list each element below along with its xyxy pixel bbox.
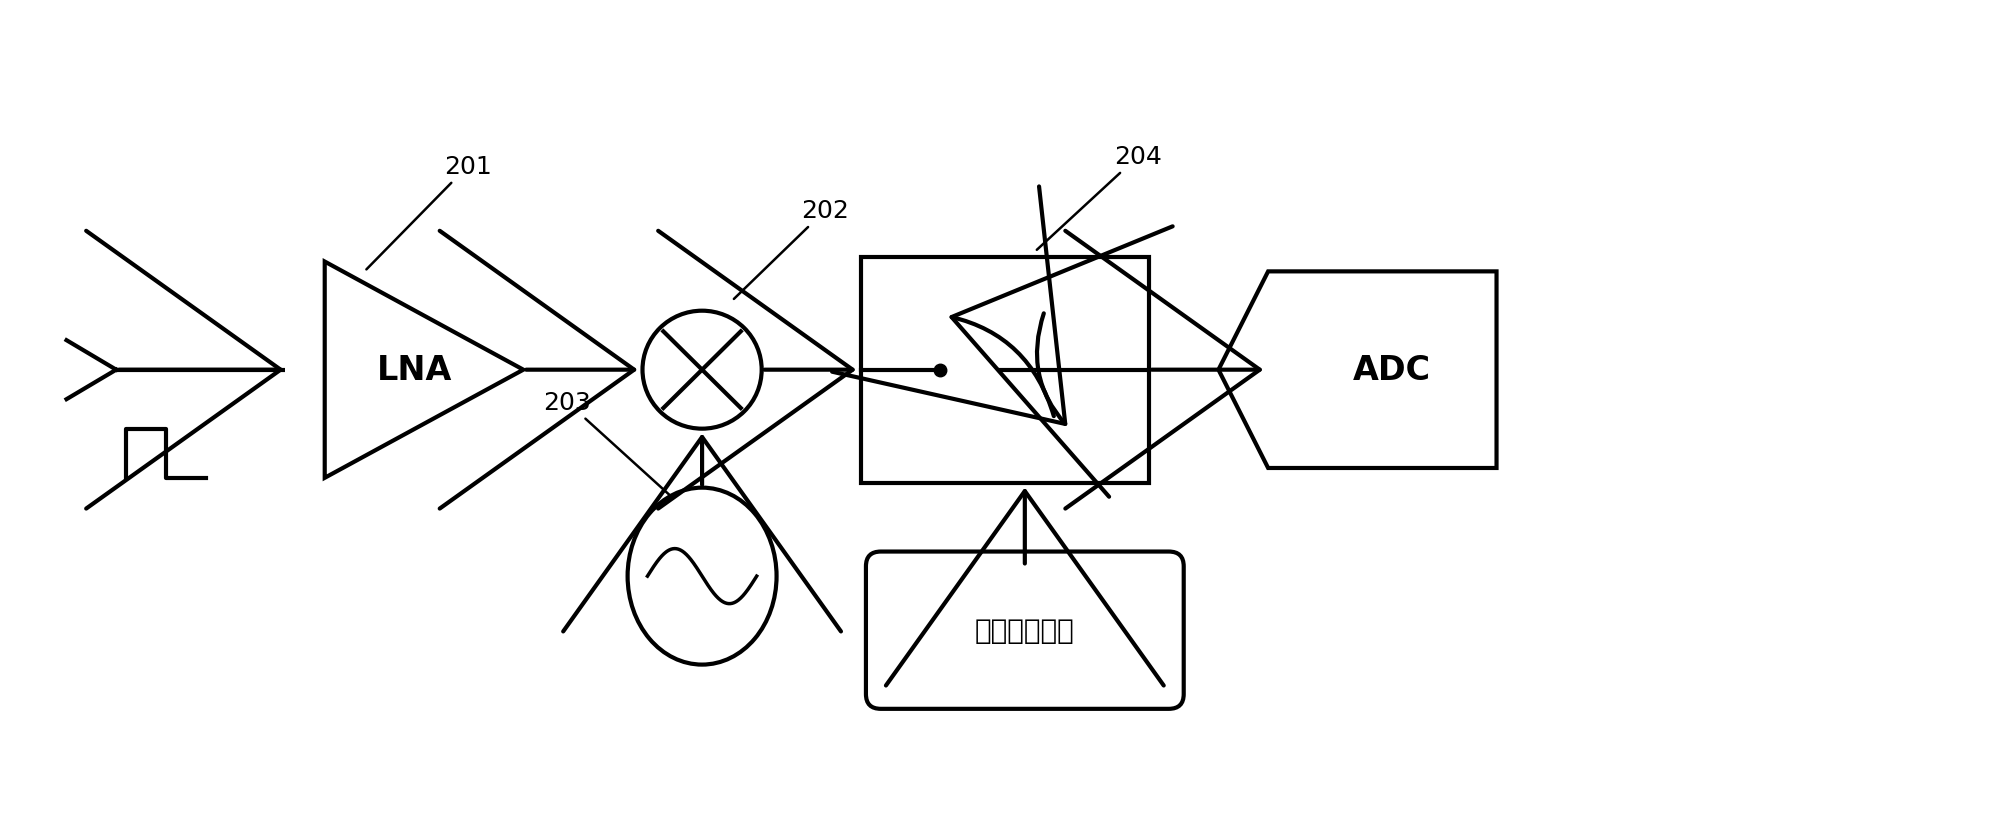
- Text: 203: 203: [544, 391, 670, 496]
- Text: 脉冲基带信号: 脉冲基带信号: [974, 617, 1074, 645]
- Text: ADC: ADC: [1354, 354, 1432, 387]
- Text: LNA: LNA: [376, 354, 452, 387]
- Text: 202: 202: [734, 199, 850, 300]
- Text: 204: 204: [1036, 145, 1162, 251]
- Text: 201: 201: [366, 155, 492, 270]
